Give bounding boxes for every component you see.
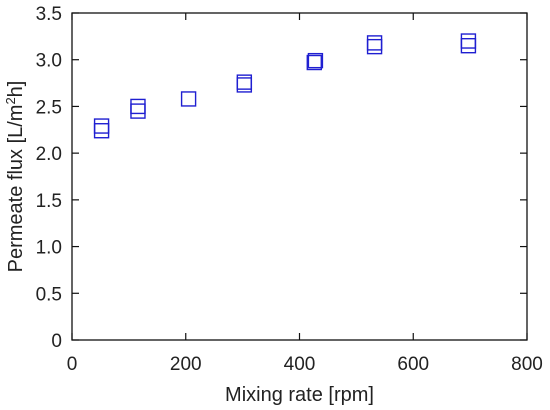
y-tick-label: 0.5 — [36, 284, 62, 305]
x-tick-label: 600 — [397, 354, 429, 375]
data-point-square — [93, 118, 110, 134]
x-axis-label: Mixing rate [rpm] — [225, 384, 374, 406]
data-point-square — [460, 38, 477, 54]
data-point-square — [460, 33, 477, 49]
x-tick-label: 800 — [511, 354, 543, 375]
y-tick-label: 0 — [51, 331, 62, 352]
y-axis-label: Permeate flux [L/m2h] — [3, 81, 27, 273]
plot-frame — [71, 12, 528, 341]
data-point-square — [130, 98, 146, 115]
data-point-square — [236, 74, 253, 90]
y-axis-label-main: Permeate flux [L/m — [5, 105, 27, 273]
data-points — [93, 33, 477, 139]
y-axis-label-superscript: 2 — [3, 97, 18, 104]
y-tick-labels: 0 0.5 1.0 1.5 2.0 2.5 3.0 3.5 — [36, 4, 62, 352]
data-point-square — [236, 77, 253, 93]
x-tick-label: 0 — [67, 354, 78, 375]
y-tick-label: 2.0 — [36, 144, 62, 165]
y-tick-label: 3.5 — [36, 4, 62, 25]
data-point-square — [93, 123, 110, 139]
y-tick-label: 1.0 — [36, 238, 62, 259]
y-tick-label: 3.0 — [36, 51, 62, 72]
y-tick-label: 1.5 — [36, 191, 62, 212]
data-point-square — [180, 91, 197, 107]
y-tick-label: 2.5 — [36, 97, 62, 118]
x-tick-label: 400 — [284, 354, 316, 375]
data-point-square — [307, 52, 324, 69]
data-point-square — [366, 38, 383, 55]
data-point-square — [306, 54, 322, 71]
data-point-square — [366, 35, 383, 51]
x-tick-label: 200 — [170, 354, 202, 375]
x-tick-labels: 0 200 400 600 800 — [67, 354, 543, 375]
axis-ticks — [71, 12, 528, 341]
data-point-square — [130, 103, 146, 119]
y-axis-label-tail: h] — [5, 81, 27, 98]
